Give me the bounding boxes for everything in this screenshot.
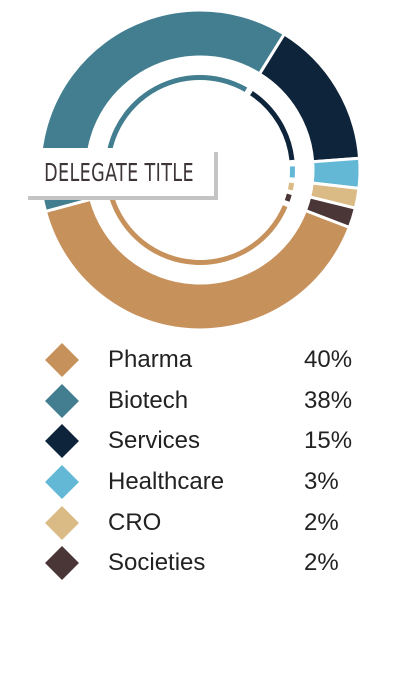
legend-swatch-biotech (45, 383, 79, 418)
legend-item-services: Services 15% (44, 421, 384, 462)
legend-swatch-societies (45, 546, 79, 581)
legend-swatch-cro (45, 505, 79, 540)
legend-swatch-pharma (45, 343, 79, 378)
legend-item-cro: CRO 2% (44, 502, 384, 543)
legend-value-pharma: 40% (304, 346, 353, 374)
legend-label-cro: CRO (108, 508, 162, 536)
donut-slice-services (257, 31, 362, 164)
donut-slice-societies (303, 195, 358, 230)
inner-arc-societies (284, 193, 292, 202)
legend-label-services: Services (108, 427, 201, 455)
chart-legend: Pharma 40% Biotech 38% Services 15% Healthcare… (44, 340, 384, 584)
inner-arc-healthcare (289, 166, 295, 178)
inner-ring (104, 74, 295, 266)
legend-item-societies: Societies 2% (44, 543, 384, 584)
legend-label-biotech: Biotech (108, 386, 189, 414)
legend-value-societies: 2% (304, 549, 339, 577)
legend-item-pharma: Pharma 40% (44, 340, 384, 381)
inner-arc-pharma (109, 196, 288, 266)
legend-value-cro: 2% (304, 508, 339, 536)
legend-label-healthcare: Healthcare (108, 468, 225, 496)
donut-chart (38, 8, 362, 332)
legend-value-biotech: 38% (304, 386, 353, 414)
legend-item-biotech: Biotech 38% (44, 381, 384, 422)
legend-label-societies: Societies (108, 549, 206, 577)
legend-label-pharma: Pharma (108, 346, 193, 374)
chart-title-box: DELEGATE TITLE (24, 148, 214, 196)
inner-arc-cro (287, 182, 295, 191)
legend-swatch-services (45, 424, 79, 459)
donut-slice-pharma (43, 197, 352, 332)
legend-swatch-healthcare (45, 465, 79, 500)
chart-title: DELEGATE TITLE (44, 157, 194, 187)
outer-ring (38, 8, 362, 332)
legend-value-healthcare: 3% (304, 468, 339, 496)
donut-slice-biotech (38, 8, 287, 214)
legend-value-services: 15% (304, 427, 353, 455)
inner-arc-services (250, 91, 295, 161)
legend-item-healthcare: Healthcare 3% (44, 462, 384, 503)
